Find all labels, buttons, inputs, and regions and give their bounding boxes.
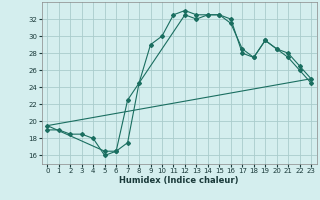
X-axis label: Humidex (Indice chaleur): Humidex (Indice chaleur) <box>119 176 239 185</box>
